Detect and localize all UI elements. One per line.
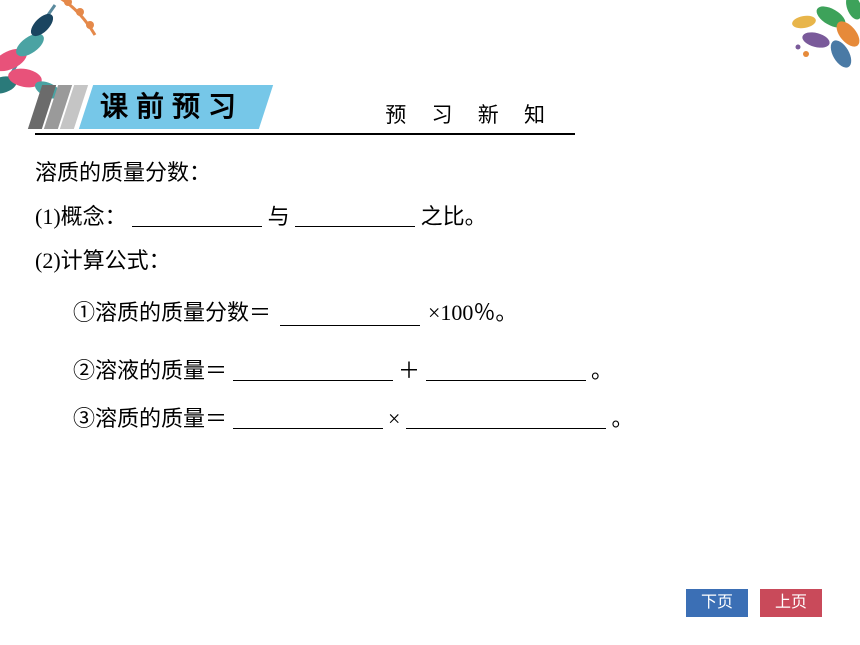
text: ③溶质的质量＝ [73,406,227,431]
definition-line: (1)概念： 与 之比。 [35,195,830,239]
nav-buttons: 下页 上页 [686,589,822,617]
blank-1 [132,203,262,227]
banner-title-bg: 课前预习 [79,85,273,129]
text: ×100％。 [428,300,517,325]
text: × [388,406,400,431]
banner-underline [35,133,575,135]
banner-title: 课前预习 [100,85,244,129]
heading: 溶质的质量分数： [35,151,830,195]
fraction-blank [280,304,420,326]
text: (1)概念： [35,204,127,229]
text: 。 [611,406,633,431]
text: ②溶液的质量＝ [73,358,227,383]
blank-f3b [406,405,606,429]
text: 之比。 [421,204,487,229]
formula-2: ②溶液的质量＝ ＋ 。 [35,349,830,393]
formula-1: ①溶质的质量分数＝ ×100％。 [35,291,830,335]
slide-container: 课前预习 预 习 新 知 溶质的质量分数： (1)概念： 与 之比。 (2)计算… [0,0,860,645]
blank-f2b [426,357,586,381]
text: 与 [268,204,290,229]
next-page-button[interactable]: 下页 [686,589,748,617]
content-area: 溶质的质量分数： (1)概念： 与 之比。 (2)计算公式： ①溶质的质量分数＝… [35,151,830,441]
blank-2 [295,203,415,227]
text: 。 [591,358,613,383]
banner-stripes [35,85,79,134]
blank-f2a [233,357,393,381]
blank-f3a [233,405,383,429]
header-banner: 课前预习 预 习 新 知 [35,85,575,133]
banner-subtitle: 预 习 新 知 [385,99,555,129]
formula-3: ③溶质的质量＝ × 。 [35,397,830,441]
text: ①溶质的质量分数＝ [73,300,271,325]
formula-heading: (2)计算公式： [35,239,830,283]
floral-decoration-right [756,0,860,87]
prev-page-button[interactable]: 上页 [760,589,822,617]
text: ＋ [398,358,420,383]
